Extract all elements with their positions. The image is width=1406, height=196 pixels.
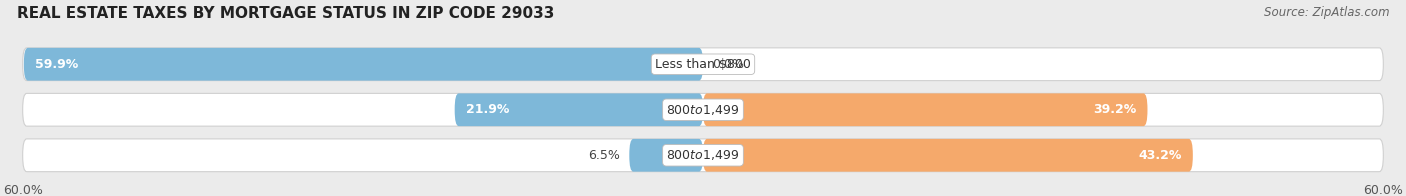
Text: 21.9%: 21.9% bbox=[465, 103, 509, 116]
Text: 43.2%: 43.2% bbox=[1137, 149, 1181, 162]
Text: 59.9%: 59.9% bbox=[35, 58, 79, 71]
Text: 6.5%: 6.5% bbox=[588, 149, 620, 162]
Text: $800 to $1,499: $800 to $1,499 bbox=[666, 103, 740, 117]
Text: REAL ESTATE TAXES BY MORTGAGE STATUS IN ZIP CODE 29033: REAL ESTATE TAXES BY MORTGAGE STATUS IN … bbox=[17, 6, 554, 21]
Text: Less than $800: Less than $800 bbox=[655, 58, 751, 71]
Text: 39.2%: 39.2% bbox=[1092, 103, 1136, 116]
FancyBboxPatch shape bbox=[22, 139, 1384, 172]
FancyBboxPatch shape bbox=[22, 93, 1384, 126]
FancyBboxPatch shape bbox=[703, 93, 1147, 126]
Text: Source: ZipAtlas.com: Source: ZipAtlas.com bbox=[1264, 6, 1389, 19]
FancyBboxPatch shape bbox=[22, 48, 1384, 81]
FancyBboxPatch shape bbox=[24, 48, 703, 81]
FancyBboxPatch shape bbox=[454, 93, 703, 126]
Text: $800 to $1,499: $800 to $1,499 bbox=[666, 148, 740, 162]
FancyBboxPatch shape bbox=[630, 139, 703, 172]
FancyBboxPatch shape bbox=[703, 139, 1192, 172]
Text: 0.0%: 0.0% bbox=[711, 58, 744, 71]
